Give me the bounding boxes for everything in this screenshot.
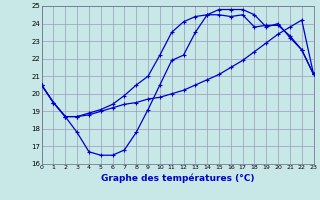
X-axis label: Graphe des températures (°C): Graphe des températures (°C) [101,173,254,183]
